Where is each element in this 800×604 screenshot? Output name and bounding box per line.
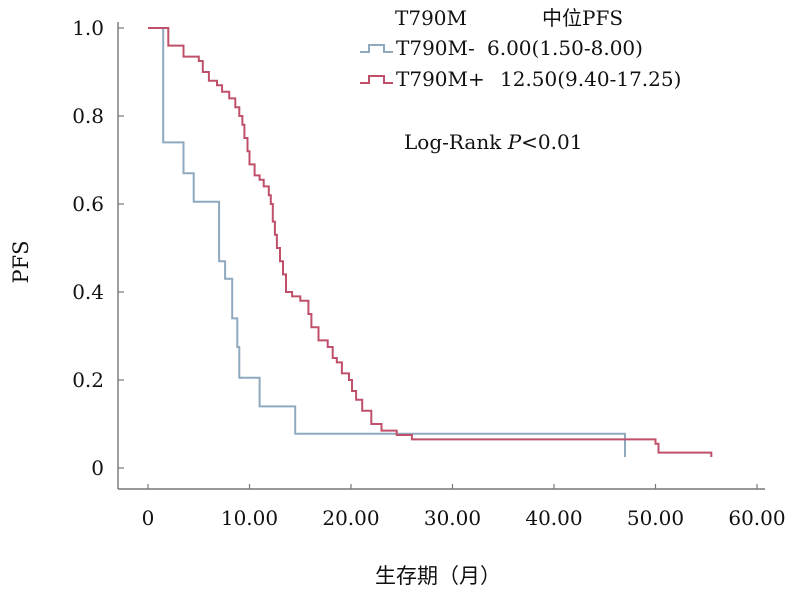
x-tick-label: 20.00 <box>322 506 379 530</box>
series-line-t790m-negpos <box>148 27 713 457</box>
legend-header-group: T790M <box>395 6 467 30</box>
y-axis-title: PFS <box>9 240 33 283</box>
x-ticks: 0 10.00 20.00 30.00 40.00 50.00 60.00 <box>142 484 786 530</box>
log-rank-annotation: Log-Rank P<0.01 <box>404 130 582 154</box>
y-tick-label: 0.4 <box>72 280 104 304</box>
legend: T790M 中位PFS T790M- 6.00(1.50-8.00) T790M… <box>360 6 681 91</box>
x-tick-label: 40.00 <box>525 506 582 530</box>
legend-entry-stat-t790m-neg: 6.00(1.50-8.00) <box>487 36 643 60</box>
x-tick-label: 50.00 <box>627 506 684 530</box>
x-tick-label: 30.00 <box>424 506 481 530</box>
legend-swatch-t790m-neg <box>360 44 393 53</box>
series-layer <box>148 27 713 457</box>
legend-entry-name-t790m-pos: T790M+ <box>396 67 485 91</box>
legend-header-stat: 中位PFS <box>542 6 623 30</box>
legend-swatch-t790m-pos <box>360 75 393 84</box>
legend-entry-stat-t790m-pos: 12.50(9.40-17.25) <box>500 67 681 91</box>
p-value: <0.01 <box>521 130 582 154</box>
log-rank-prefix: Log-Rank <box>404 130 508 154</box>
y-tick-label: 0 <box>91 456 104 480</box>
y-tick-label: 0.6 <box>72 192 104 216</box>
series-line-t790m-neg <box>148 27 626 457</box>
y-tick-label: 1.0 <box>72 16 104 40</box>
x-tick-label: 0 <box>142 506 155 530</box>
p-symbol: P <box>507 130 522 154</box>
x-axis-title: 生存期（月） <box>375 564 501 588</box>
axes <box>117 22 765 490</box>
y-tick-label: 0.2 <box>72 368 104 392</box>
legend-entry-name-t790m-neg: T790M- <box>396 36 475 60</box>
y-ticks: 0 0.2 0.4 0.6 0.8 1.0 <box>72 16 124 480</box>
x-tick-label: 10.00 <box>221 506 278 530</box>
y-tick-label: 0.8 <box>72 104 104 128</box>
x-tick-label: 60.00 <box>728 506 785 530</box>
